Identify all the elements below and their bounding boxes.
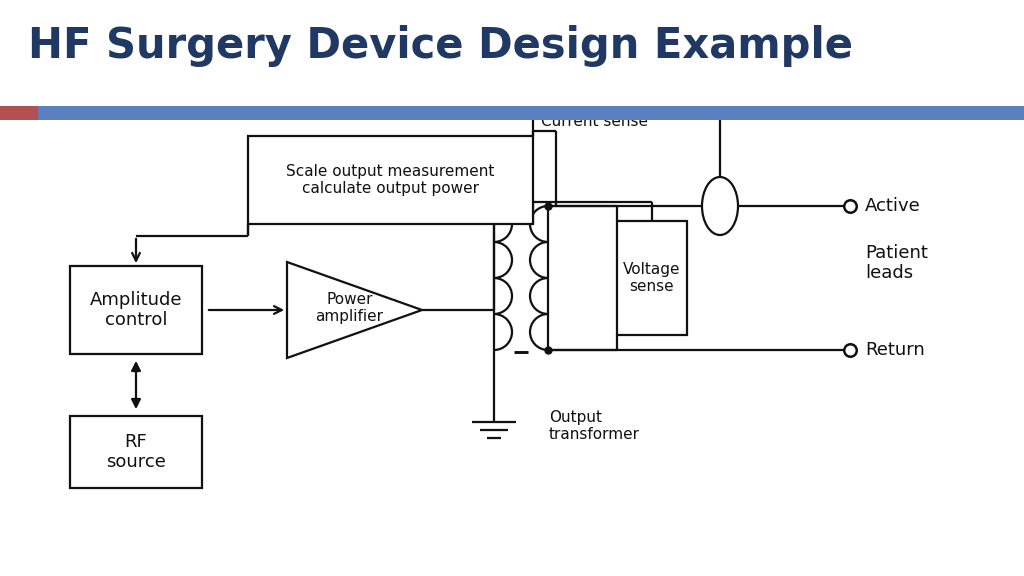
Bar [70,266,202,354]
Bar [617,221,687,335]
Text: HF Surgery Device Design Example: HF Surgery Device Design Example [28,25,853,67]
Text: RF
source: RF source [106,433,166,471]
Text: Return: Return [865,341,925,359]
Text: Power
amplifier: Power amplifier [315,292,384,324]
Text: Output
transformer: Output transformer [549,410,640,442]
Text: Scale output measurement
calculate output power: Scale output measurement calculate outpu… [287,164,495,196]
Bar [38,106,1024,120]
Bar [70,416,202,488]
Bar [0,106,38,120]
Text: Current sense: Current sense [541,115,648,130]
Text: Patient
leads: Patient leads [865,244,928,282]
Text: Amplitude
control: Amplitude control [90,291,182,329]
Bar [248,136,534,224]
Text: Active: Active [865,197,921,215]
Text: Voltage
sense: Voltage sense [624,262,681,294]
